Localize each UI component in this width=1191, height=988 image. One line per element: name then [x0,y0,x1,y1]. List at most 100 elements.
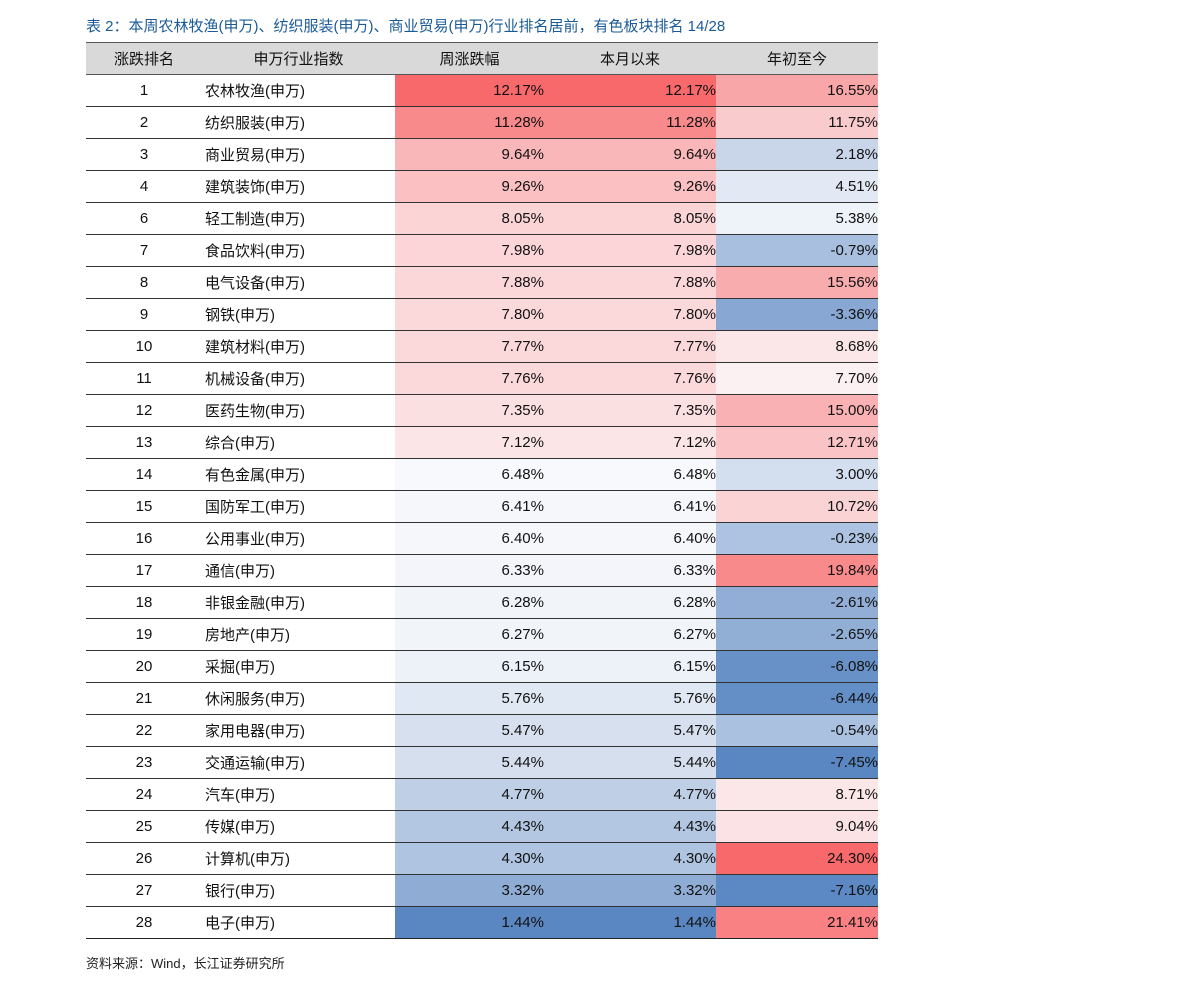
month-to-date-cell: 9.64% [544,138,716,171]
industry-cell: 农林牧渔(申万) [202,74,395,107]
year-to-date-cell: 2.18% [716,138,878,171]
industry-cell: 家用电器(申万) [202,714,395,747]
year-to-date-cell: 5.38% [716,202,878,235]
table-row: 20 采掘(申万) 6.15% 6.15% -6.08% [86,650,878,683]
year-to-date-cell: 12.71% [716,426,878,459]
year-to-date-cell: 9.04% [716,810,878,843]
industry-cell: 公用事业(申万) [202,522,395,555]
industry-ranking-table: 涨跌排名 申万行业指数 周涨跌幅 本月以来 年初至今 1 农林牧渔(申万) 12.1… [86,42,878,939]
table-row: 12 医药生物(申万) 7.35% 7.35% 15.00% [86,394,878,427]
industry-cell: 有色金属(申万) [202,458,395,491]
rank-cell: 8 [86,266,202,299]
industry-cell: 商业贸易(申万) [202,138,395,171]
week-change-cell: 6.33% [395,554,544,587]
rank-cell: 25 [86,810,202,843]
industry-cell: 汽车(申万) [202,778,395,811]
year-to-date-cell: 8.68% [716,330,878,363]
week-change-cell: 5.44% [395,746,544,779]
year-to-date-cell: -0.79% [716,234,878,267]
industry-cell: 银行(申万) [202,874,395,907]
industry-cell: 综合(申万) [202,426,395,459]
year-to-date-cell: 16.55% [716,74,878,107]
month-to-date-cell: 4.77% [544,778,716,811]
month-to-date-cell: 7.98% [544,234,716,267]
rank-cell: 3 [86,138,202,171]
year-to-date-cell: -3.36% [716,298,878,331]
rank-cell: 1 [86,74,202,107]
industry-cell: 房地产(申万) [202,618,395,651]
industry-cell: 机械设备(申万) [202,362,395,395]
header-industry: 申万行业指数 [202,42,395,75]
month-to-date-cell: 7.88% [544,266,716,299]
month-to-date-cell: 8.05% [544,202,716,235]
industry-cell: 采掘(申万) [202,650,395,683]
rank-cell: 9 [86,298,202,331]
table-row: 21 休闲服务(申万) 5.76% 5.76% -6.44% [86,682,878,715]
month-to-date-cell: 6.40% [544,522,716,555]
industry-cell: 建筑装饰(申万) [202,170,395,203]
week-change-cell: 7.88% [395,266,544,299]
year-to-date-cell: 24.30% [716,842,878,875]
year-to-date-cell: -7.45% [716,746,878,779]
header-week-change: 周涨跌幅 [395,42,544,75]
header-year-to-date: 年初至今 [716,42,878,75]
year-to-date-cell: -2.61% [716,586,878,619]
month-to-date-cell: 7.80% [544,298,716,331]
rank-cell: 23 [86,746,202,779]
month-to-date-cell: 9.26% [544,170,716,203]
rank-cell: 19 [86,618,202,651]
month-to-date-cell: 7.77% [544,330,716,363]
month-to-date-cell: 5.76% [544,682,716,715]
table-row: 25 传媒(申万) 4.43% 4.43% 9.04% [86,810,878,843]
month-to-date-cell: 6.33% [544,554,716,587]
rank-cell: 6 [86,202,202,235]
table-row: 6 轻工制造(申万) 8.05% 8.05% 5.38% [86,202,878,235]
week-change-cell: 7.80% [395,298,544,331]
table-row: 10 建筑材料(申万) 7.77% 7.77% 8.68% [86,330,878,363]
year-to-date-cell: 15.00% [716,394,878,427]
week-change-cell: 7.35% [395,394,544,427]
industry-cell: 休闲服务(申万) [202,682,395,715]
year-to-date-cell: -6.44% [716,682,878,715]
rank-cell: 21 [86,682,202,715]
week-change-cell: 6.41% [395,490,544,523]
header-month-to-date: 本月以来 [544,42,716,75]
month-to-date-cell: 6.48% [544,458,716,491]
table-row: 28 电子(申万) 1.44% 1.44% 21.41% [86,906,878,939]
week-change-cell: 11.28% [395,106,544,139]
rank-cell: 24 [86,778,202,811]
table-row: 16 公用事业(申万) 6.40% 6.40% -0.23% [86,522,878,555]
week-change-cell: 9.64% [395,138,544,171]
year-to-date-cell: -0.54% [716,714,878,747]
table-row: 15 国防军工(申万) 6.41% 6.41% 10.72% [86,490,878,523]
year-to-date-cell: 8.71% [716,778,878,811]
week-change-cell: 8.05% [395,202,544,235]
month-to-date-cell: 12.17% [544,74,716,107]
year-to-date-cell: 11.75% [716,106,878,139]
industry-cell: 传媒(申万) [202,810,395,843]
month-to-date-cell: 6.41% [544,490,716,523]
rank-cell: 27 [86,874,202,907]
table-row: 18 非银金融(申万) 6.28% 6.28% -2.61% [86,586,878,619]
month-to-date-cell: 4.43% [544,810,716,843]
table-row: 19 房地产(申万) 6.27% 6.27% -2.65% [86,618,878,651]
week-change-cell: 4.43% [395,810,544,843]
year-to-date-cell: 10.72% [716,490,878,523]
table-row: 2 纺织服装(申万) 11.28% 11.28% 11.75% [86,106,878,139]
year-to-date-cell: 19.84% [716,554,878,587]
table-row: 27 银行(申万) 3.32% 3.32% -7.16% [86,874,878,907]
year-to-date-cell: 3.00% [716,458,878,491]
year-to-date-cell: -0.23% [716,522,878,555]
industry-cell: 非银金融(申万) [202,586,395,619]
table-row: 9 钢铁(申万) 7.80% 7.80% -3.36% [86,298,878,331]
table-row: 14 有色金属(申万) 6.48% 6.48% 3.00% [86,458,878,491]
month-to-date-cell: 3.32% [544,874,716,907]
industry-cell: 食品饮料(申万) [202,234,395,267]
year-to-date-cell: -6.08% [716,650,878,683]
rank-cell: 28 [86,906,202,939]
year-to-date-cell: 15.56% [716,266,878,299]
rank-cell: 2 [86,106,202,139]
week-change-cell: 3.32% [395,874,544,907]
rank-cell: 13 [86,426,202,459]
rank-cell: 20 [86,650,202,683]
